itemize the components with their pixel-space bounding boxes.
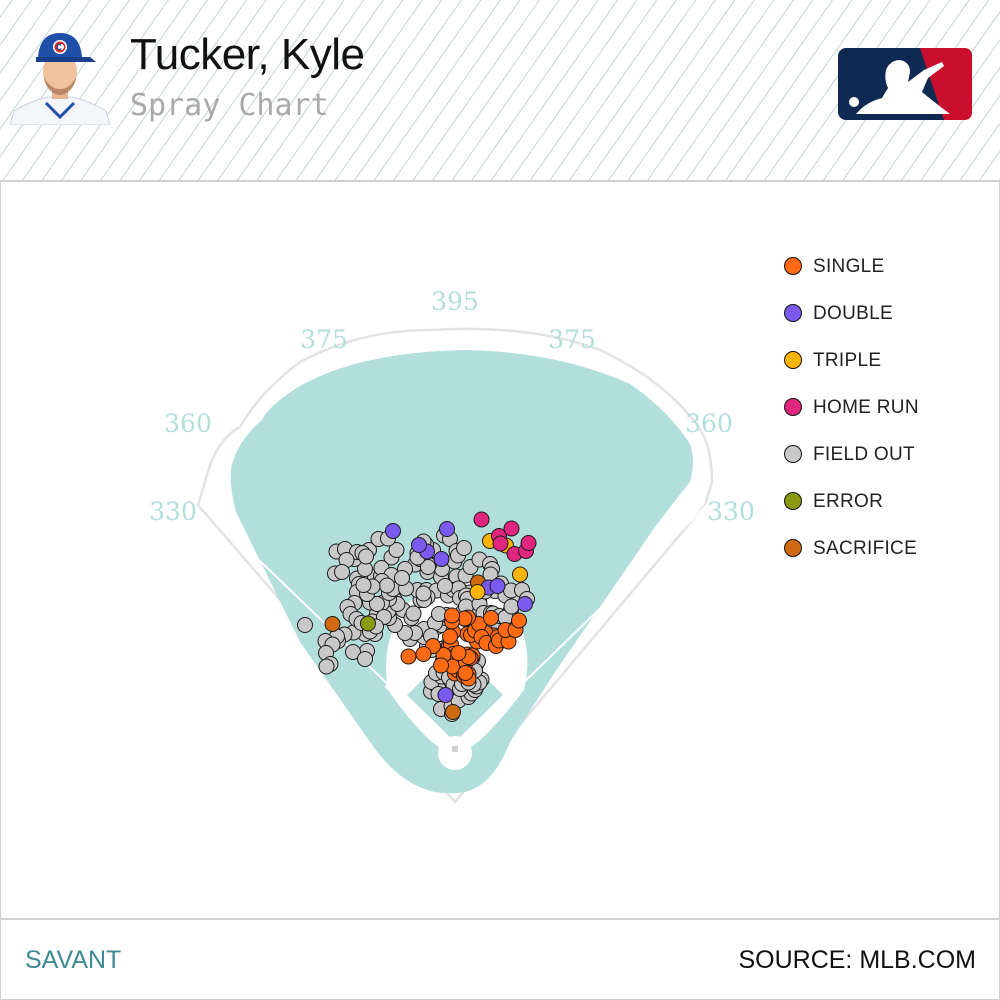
distance-label: 360 bbox=[685, 409, 733, 438]
triple-point bbox=[512, 566, 528, 583]
single-point bbox=[511, 612, 527, 629]
field-out-point bbox=[405, 605, 422, 622]
field-out-point bbox=[318, 658, 335, 675]
distance-labels: 330 360 375 395 375 360 330 bbox=[149, 287, 755, 526]
legend-swatch bbox=[784, 445, 802, 463]
footer-divider bbox=[0, 918, 1000, 920]
single-point bbox=[450, 645, 467, 661]
legend-swatch bbox=[784, 398, 802, 416]
field-out-point bbox=[394, 570, 410, 586]
legend-swatch bbox=[784, 492, 802, 510]
single-point bbox=[415, 646, 432, 662]
home-plate-circle bbox=[438, 736, 472, 770]
double-point bbox=[437, 687, 454, 703]
field-out-point bbox=[503, 598, 520, 615]
outfield-wall bbox=[196, 327, 714, 804]
distance-label: 375 bbox=[300, 325, 348, 354]
legend-label: ERROR bbox=[813, 491, 884, 512]
distance-label: 395 bbox=[431, 287, 479, 316]
single-point bbox=[483, 610, 499, 626]
field-out-point bbox=[437, 578, 453, 594]
home-run-point bbox=[503, 520, 520, 537]
single-point bbox=[400, 648, 417, 665]
svg-text:C: C bbox=[56, 43, 62, 52]
distance-label: 375 bbox=[548, 325, 596, 354]
field-out-point bbox=[297, 617, 313, 633]
hit-points bbox=[297, 511, 537, 722]
player-name: Tucker, Kyle bbox=[130, 30, 365, 79]
single-point bbox=[433, 657, 449, 674]
field-out-point bbox=[345, 644, 361, 660]
legend-label: SACRIFICE bbox=[813, 538, 918, 559]
double-point bbox=[385, 523, 401, 539]
legend-swatch bbox=[784, 304, 802, 322]
field-out-point bbox=[358, 548, 374, 565]
chart-title: Spray Chart bbox=[130, 88, 329, 123]
error-point bbox=[360, 615, 376, 632]
sacrifice-point bbox=[445, 704, 461, 720]
sacrifice-point bbox=[324, 616, 341, 632]
double-point bbox=[517, 596, 533, 612]
single-point bbox=[444, 607, 460, 624]
distance-label: 330 bbox=[707, 497, 755, 526]
field-out-point bbox=[369, 596, 385, 612]
home-run-point bbox=[492, 535, 509, 552]
distance-label: 330 bbox=[149, 497, 197, 526]
double-point bbox=[411, 537, 427, 553]
single-point bbox=[457, 665, 474, 681]
legend-swatch bbox=[784, 257, 802, 275]
field-out-point bbox=[334, 564, 350, 580]
legend-label: SINGLE bbox=[813, 256, 885, 277]
chart-header: C Tucker, Kyle Spray Chart bbox=[0, 0, 1000, 182]
double-point bbox=[433, 551, 450, 567]
legend-swatch bbox=[784, 539, 802, 557]
source-credit: SOURCE: MLB.COM bbox=[738, 946, 976, 974]
legend-label: DOUBLE bbox=[813, 303, 893, 324]
spray-chart: 330 360 375 395 375 360 330 bbox=[149, 287, 755, 804]
home-run-point bbox=[473, 511, 490, 528]
field-out-point bbox=[357, 651, 373, 667]
player-headshot-icon: C bbox=[10, 33, 110, 125]
field-out-point bbox=[355, 577, 372, 593]
field-out-point bbox=[415, 585, 432, 602]
field-out-point bbox=[420, 559, 436, 575]
double-point bbox=[439, 521, 455, 537]
legend-label: TRIPLE bbox=[813, 350, 882, 371]
field-out-point bbox=[388, 542, 405, 558]
home-run-point bbox=[520, 535, 537, 551]
single-point bbox=[442, 628, 458, 645]
third-base bbox=[384, 683, 392, 691]
triple-point bbox=[469, 584, 486, 600]
mlb-batter-logo-icon bbox=[838, 48, 972, 120]
home-plate bbox=[452, 746, 458, 752]
field-out-point bbox=[379, 577, 395, 594]
double-point bbox=[489, 578, 506, 594]
legend-swatch bbox=[784, 351, 802, 369]
legend-label: FIELD OUT bbox=[813, 444, 915, 465]
legend-label: HOME RUN bbox=[813, 397, 919, 418]
savant-brand: SAVANT bbox=[25, 946, 122, 974]
field-out-point bbox=[456, 540, 472, 556]
first-base bbox=[498, 683, 506, 691]
right-foul-line bbox=[454, 503, 709, 750]
distance-label: 360 bbox=[164, 409, 212, 438]
